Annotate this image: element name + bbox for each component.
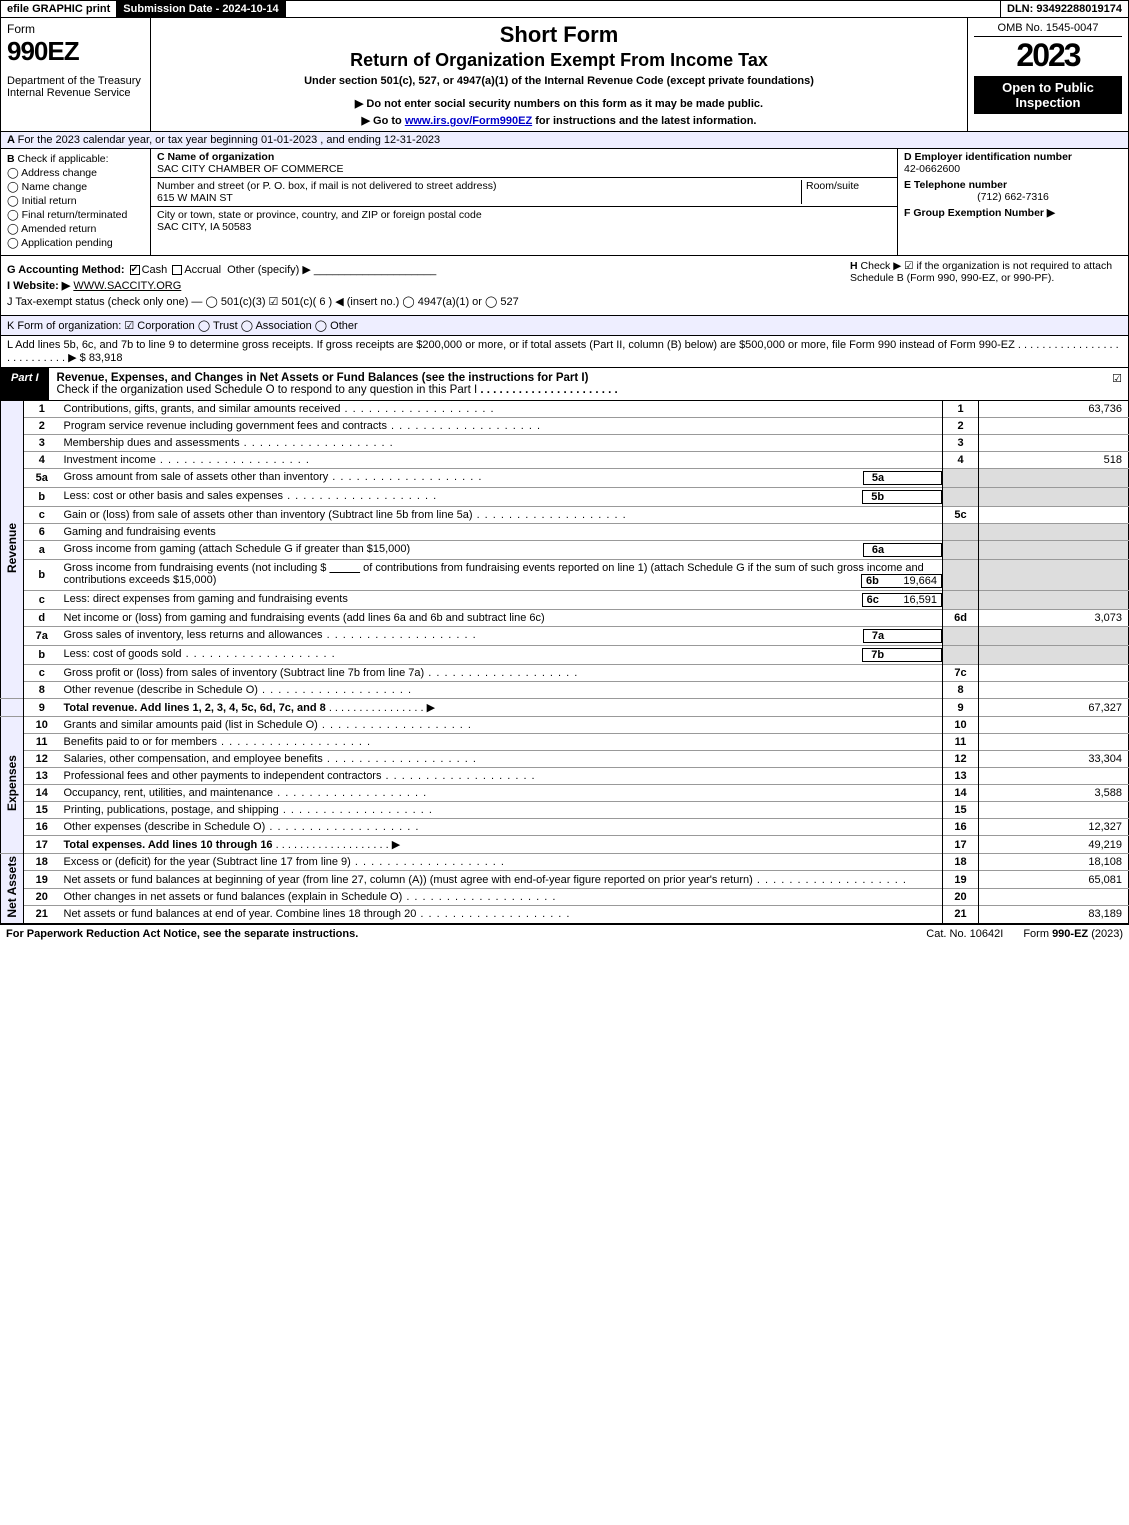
footer-left: For Paperwork Reduction Act Notice, see …: [6, 928, 906, 940]
subtitle-2: ▶ Do not enter social security numbers o…: [157, 97, 961, 110]
line-6b-val: 19,664: [903, 575, 937, 587]
expenses-side-label: Expenses: [1, 717, 24, 854]
form-word: Form: [7, 22, 144, 36]
col-c: C Name of organization SAC CITY CHAMBER …: [151, 149, 898, 255]
dept-label: Department of the Treasury Internal Reve…: [7, 75, 144, 99]
line-9-val: 67,327: [979, 699, 1129, 717]
form-number: 990EZ: [7, 36, 144, 67]
header-block: Form 990EZ Department of the Treasury In…: [0, 18, 1129, 132]
netassets-side-label: Net Assets: [1, 854, 24, 924]
part-i-title: Revenue, Expenses, and Changes in Net As…: [49, 368, 1107, 400]
line-6c-val: 16,591: [903, 594, 937, 606]
title-block: Short Form Return of Organization Exempt…: [151, 18, 968, 131]
submission-date: Submission Date - 2024-10-14: [117, 1, 285, 17]
year-block: OMB No. 1545-0047 2023 Open to Public In…: [968, 18, 1128, 131]
inspection-badge: Open to Public Inspection: [974, 76, 1122, 114]
line-19-val: 65,081: [979, 871, 1129, 888]
line-6d-val: 3,073: [979, 610, 1129, 627]
line-l: L Add lines 5b, 6c, and 7b to line 9 to …: [0, 336, 1129, 368]
org-name: SAC CITY CHAMBER OF COMMERCE: [157, 163, 344, 175]
irs-link[interactable]: www.irs.gov/Form990EZ: [405, 115, 532, 127]
part-i-table: Revenue 1Contributions, gifts, grants, a…: [0, 401, 1129, 924]
accrual-checkbox[interactable]: [172, 265, 182, 275]
line-4-val: 518: [979, 452, 1129, 469]
line-14-val: 3,588: [979, 785, 1129, 802]
short-form-title: Short Form: [157, 22, 961, 48]
section-bcdef: B Check if applicable: ◯ Address change …: [0, 149, 1129, 256]
website: WWW.SACCITY.ORG: [73, 280, 181, 292]
tax-year: 2023: [974, 37, 1122, 74]
return-title: Return of Organization Exempt From Incom…: [157, 50, 961, 71]
subtitle-1: Under section 501(c), 527, or 4947(a)(1)…: [157, 75, 961, 87]
footer-right: Form 990-EZ (2023): [1023, 928, 1123, 940]
topbar-spacer: [286, 1, 1001, 17]
org-address: 615 W MAIN ST: [157, 192, 233, 204]
topbar: efile GRAPHIC print Submission Date - 20…: [0, 0, 1129, 18]
dln: DLN: 93492288019174: [1001, 1, 1128, 17]
org-city: SAC CITY, IA 50583: [157, 221, 251, 233]
subtitle-3: ▶ Go to www.irs.gov/Form990EZ for instru…: [157, 114, 961, 127]
cash-checkbox[interactable]: [130, 265, 140, 275]
line-h: H Check ▶ ☑ if the organization is not r…: [842, 260, 1122, 311]
line-17-val: 49,219: [979, 836, 1129, 854]
section-ghij: G Accounting Method: Cash Accrual Other …: [0, 256, 1129, 316]
line-j: J Tax-exempt status (check only one) — ◯…: [7, 295, 842, 308]
ein: 42-0662600: [904, 163, 960, 175]
line-g: G Accounting Method: Cash Accrual Other …: [7, 263, 842, 276]
phone: (712) 662-7316: [904, 191, 1122, 203]
col-b: B Check if applicable: ◯ Address change …: [1, 149, 151, 255]
line-12-val: 33,304: [979, 751, 1129, 768]
footer: For Paperwork Reduction Act Notice, see …: [0, 924, 1129, 943]
line-i: I Website: ▶ WWW.SACCITY.ORG: [7, 279, 842, 292]
part-i-tab: Part I: [1, 368, 49, 400]
line-k: K Form of organization: ☑ Corporation ◯ …: [0, 316, 1129, 336]
line-21-val: 83,189: [979, 906, 1129, 923]
omb-number: OMB No. 1545-0047: [974, 22, 1122, 37]
gross-receipts: ▶ $ 83,918: [68, 352, 122, 364]
form-id-block: Form 990EZ Department of the Treasury In…: [1, 18, 151, 131]
line-1-val: 63,736: [979, 401, 1129, 418]
efile-label: efile GRAPHIC print: [1, 1, 117, 17]
line-18-val: 18,108: [979, 854, 1129, 871]
footer-center: Cat. No. 10642I: [906, 928, 1023, 940]
part-i-header: Part I Revenue, Expenses, and Changes in…: [0, 368, 1129, 401]
col-def: D Employer identification number42-06626…: [898, 149, 1128, 255]
line-16-val: 12,327: [979, 819, 1129, 836]
row-a: A For the 2023 calendar year, or tax yea…: [0, 132, 1129, 149]
revenue-side-label: Revenue: [1, 401, 24, 699]
part-i-check: ☑: [1106, 368, 1128, 400]
